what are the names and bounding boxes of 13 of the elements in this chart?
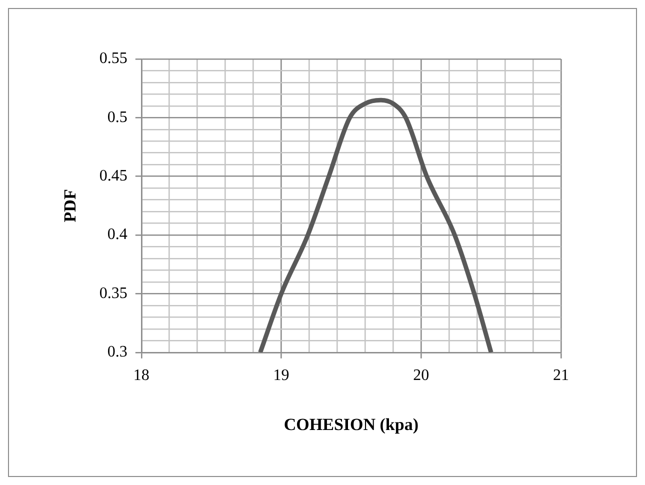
y-tick-label: 0.5 bbox=[107, 108, 128, 126]
y-tick-label: 0.3 bbox=[107, 344, 128, 361]
x-tick-label: 18 bbox=[133, 367, 150, 384]
x-tick-label: 19 bbox=[273, 367, 290, 384]
line-series bbox=[258, 98, 494, 352]
x-tick-label: 20 bbox=[413, 367, 430, 384]
y-axis-title: PDF bbox=[60, 189, 80, 222]
y-tick-label: 0.55 bbox=[99, 50, 128, 68]
x-tick-label: 21 bbox=[553, 367, 569, 384]
y-tick-label: 0.4 bbox=[107, 226, 128, 244]
x-axis-title: COHESION (kpa) bbox=[284, 415, 419, 434]
y-tick-label: 0.45 bbox=[99, 168, 128, 185]
y-tick-label: 0.35 bbox=[99, 284, 128, 302]
